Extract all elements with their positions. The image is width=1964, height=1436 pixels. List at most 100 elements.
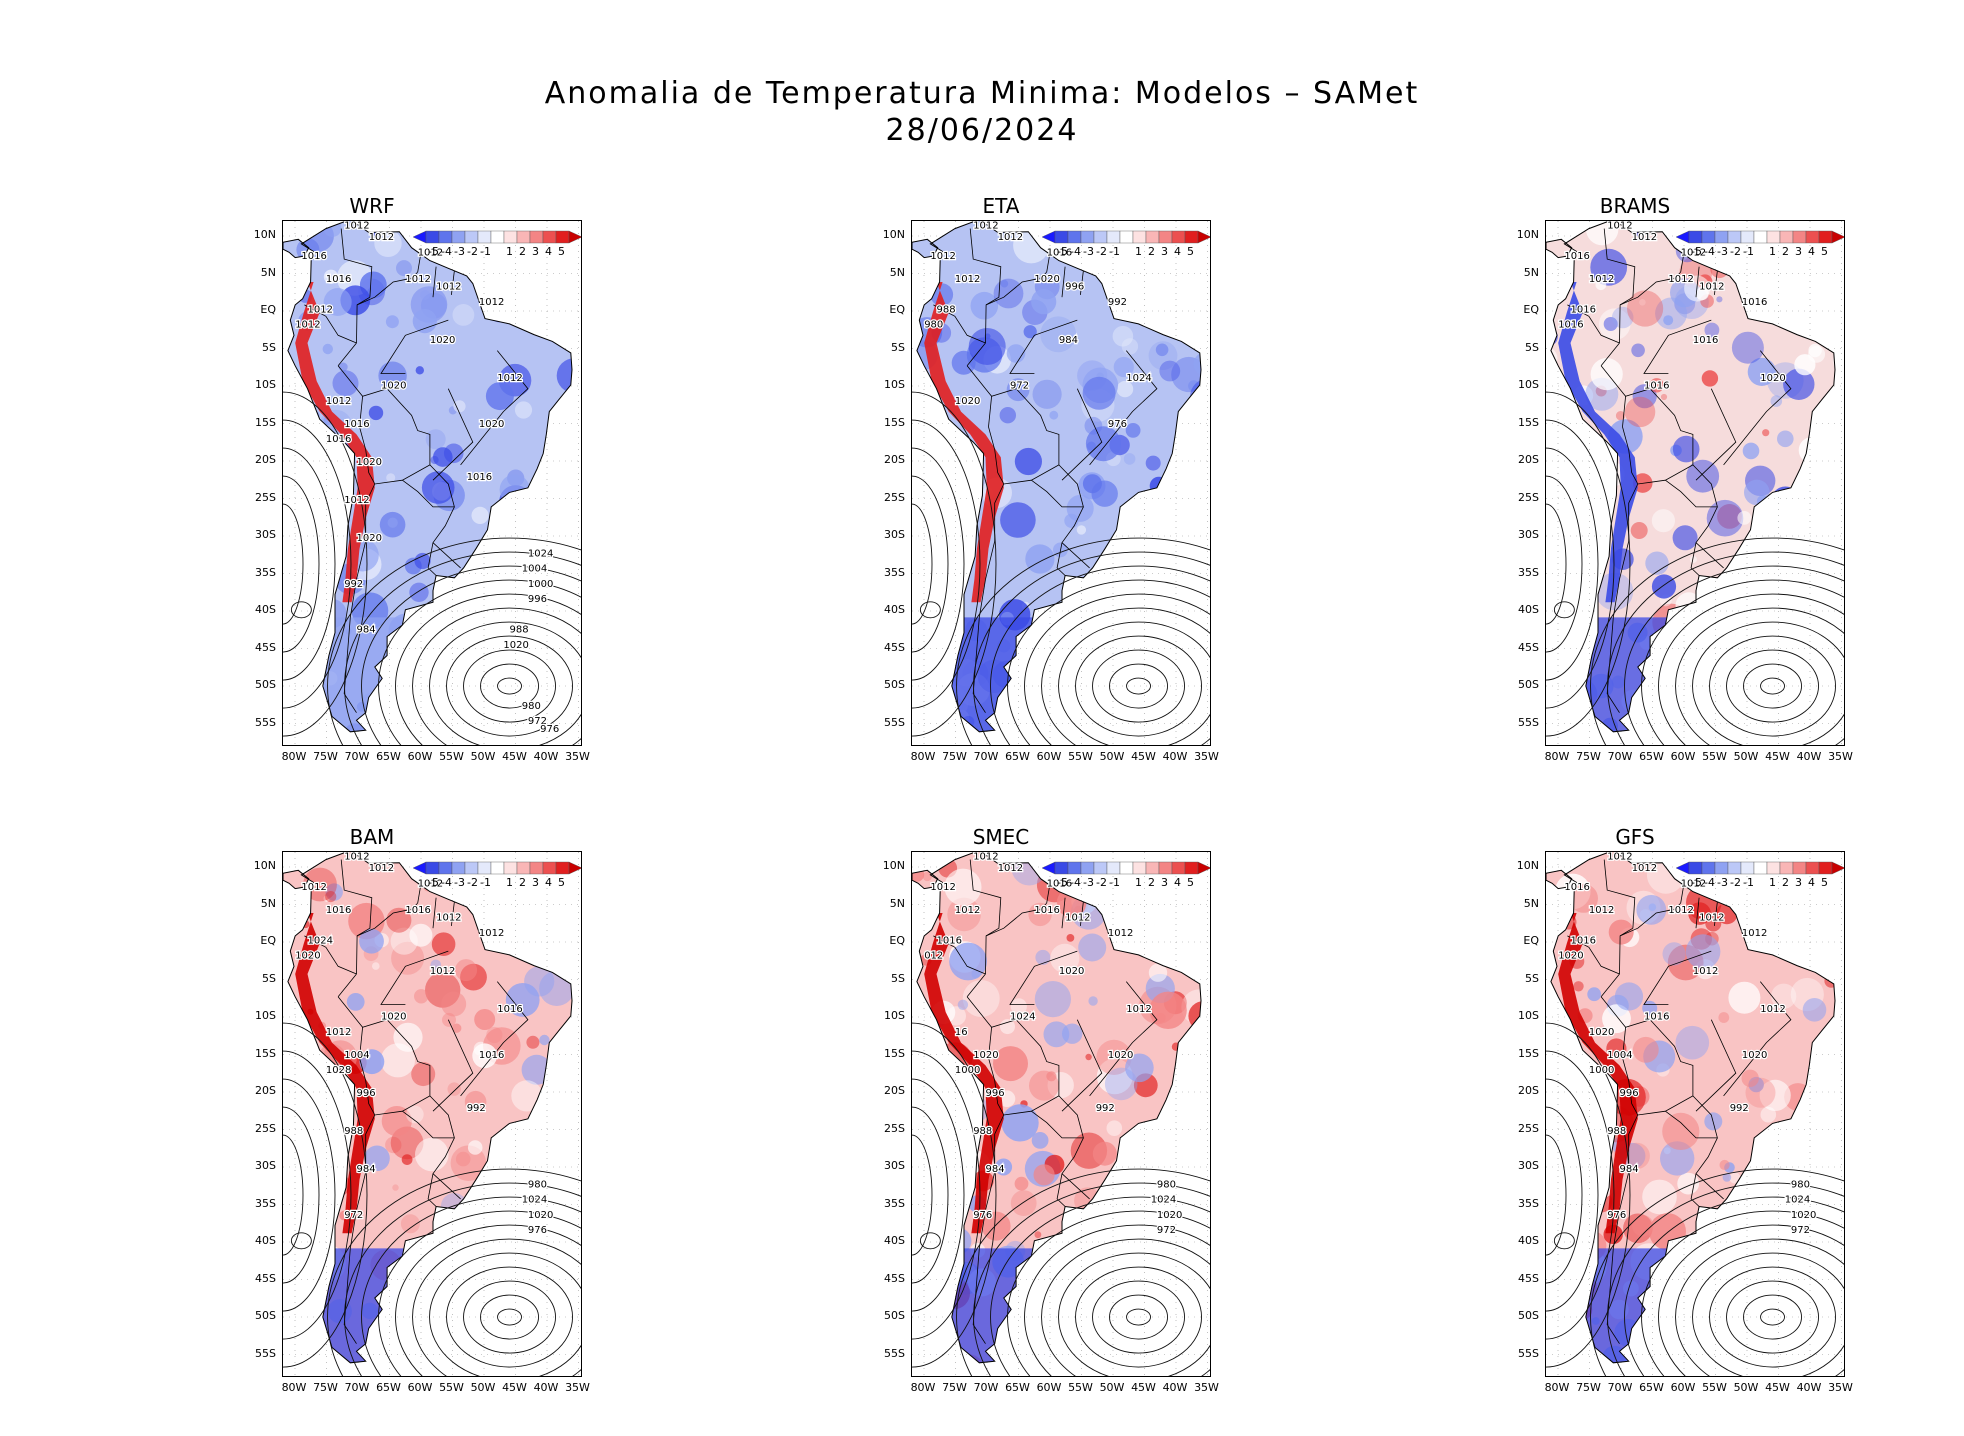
country-border (966, 365, 1090, 569)
latitude-tick-label: 5N (889, 265, 905, 279)
colorbar-swatch (1675, 861, 1690, 875)
colorbar-label: -3 (1083, 876, 1094, 889)
latitude-tick-label: 55S (255, 715, 276, 729)
isobar-contour (1743, 663, 1802, 709)
isobar-label: 1020 (357, 533, 382, 544)
colorbar-swatch (1145, 861, 1160, 875)
isobar-label: 992 (467, 1103, 486, 1114)
isobar-contour (361, 565, 581, 745)
colorbar-swatch (1779, 861, 1794, 875)
country-border (1643, 319, 1712, 374)
longitude-tick-label: 75W (313, 1381, 338, 1394)
colorbar-label: 2 (1782, 876, 1789, 889)
colorbar-label: -3 (1083, 245, 1094, 258)
isobar-contour (283, 1022, 368, 1368)
country-border (417, 884, 422, 904)
latitude-tick-label: 30S (1518, 528, 1539, 541)
latitude-tick-label: 10N (882, 859, 905, 872)
isobar-label: 976 (528, 1225, 547, 1236)
isobar-contour (378, 579, 581, 745)
latitude-tick-label: 15S (1518, 415, 1539, 429)
country-border (1061, 388, 1103, 481)
colorbar-swatch (1805, 230, 1820, 244)
isobar-contour (1641, 579, 1844, 745)
isobar-contour (1743, 1294, 1802, 1340)
colorbar-swatch (1132, 230, 1147, 244)
longitude-tick-label: 60W (1670, 750, 1696, 763)
latitude-tick-label: 25S (884, 490, 905, 504)
isobar-contour (1546, 475, 1583, 653)
colorbar-swatch (477, 861, 492, 875)
country-border (933, 304, 986, 344)
isobar-label: 1024 (1785, 1195, 1810, 1206)
longitude-tick-label: 80W (281, 1381, 307, 1394)
temperature-anomaly-field (1546, 852, 1836, 1363)
colorbar-swatch (1080, 230, 1095, 244)
colorbar-label: -5 (1057, 876, 1068, 889)
country-border (1714, 901, 1718, 926)
longitude-tick-label: 80W (1544, 750, 1570, 763)
isobar-label: 1012 (1632, 863, 1657, 874)
colorbar-label: -1 (1743, 245, 1754, 258)
isobar-contour (1726, 1280, 1819, 1354)
isobar-label: 988 (344, 1126, 363, 1137)
isobar-label: 988 (973, 1126, 992, 1137)
country-border (1690, 542, 1700, 576)
isobar-label: 1004 (522, 564, 547, 575)
country-border (1567, 935, 1620, 975)
colorbar-label: 1 (506, 876, 513, 889)
latitude-tick-label: EQ (260, 303, 276, 316)
latitude-tick-label: EQ (260, 934, 276, 947)
colorbar-swatch (438, 861, 453, 875)
longitude-tick-label: 75W (1576, 750, 1601, 763)
isobar-contour (1553, 1232, 1575, 1250)
isobar-label: 1012 (308, 305, 333, 316)
longitude-tick-label: 60W (407, 750, 433, 763)
colorbar-swatch (464, 861, 479, 875)
isobar-label: 1012 (1742, 928, 1767, 939)
longitude-tick-label: 70W (973, 750, 999, 763)
colorbar-label: 2 (519, 245, 526, 258)
isobar-label: 1016 (1693, 335, 1718, 346)
isobar-label: 1012 (479, 297, 504, 308)
isobar-contour (290, 601, 312, 619)
isobar-label: 1000 (1589, 1065, 1614, 1076)
isobar-label: 980 (1157, 1179, 1176, 1190)
isobar-contour (973, 1182, 1210, 1376)
colorbar-label: 3 (532, 245, 539, 258)
colorbar-swatch (1701, 861, 1716, 875)
isobar-label: 988 (937, 305, 956, 316)
colorbar-swatch (1106, 861, 1121, 875)
longitude-tick-label: 70W (344, 1381, 370, 1394)
panel-title: BAM (349, 825, 395, 849)
isobar-contour (497, 677, 522, 695)
isobar-label: 1012 (1126, 1004, 1151, 1015)
colorbar-swatch (1158, 230, 1173, 244)
map-area: 1012 1012 1016 1012 1012 1012 1012 1012 1016 1012… (1545, 851, 1845, 1377)
colorbar-swatch (503, 230, 518, 244)
colorbar-label: 1 (1135, 876, 1142, 889)
isobar-contour (1675, 607, 1844, 745)
temperature-anomaly-field (283, 852, 573, 1363)
isobar-contour (480, 663, 539, 709)
colorbar-swatch (1818, 230, 1833, 244)
isobar-contour (480, 1294, 539, 1340)
latitude-tick-label: 20S (1518, 453, 1539, 466)
longitude-tick-label: 60W (407, 1381, 433, 1394)
colorbar-label: -2 (467, 876, 478, 889)
isobar-label: 1016 (1047, 878, 1072, 889)
country-border (1695, 1019, 1737, 1112)
colorbar-swatch (516, 230, 531, 244)
longitude-tick-label: 40W (533, 750, 559, 763)
map-panel-bam: BAM 10N 5N EQ 5S 10S 15S 20S 25S 30S 35S 40S 45S 50S 5… (162, 825, 590, 1394)
latitude-tick-label: 5N (1523, 265, 1539, 279)
colorbar-label: 5 (1821, 876, 1828, 889)
latitude-tick-label: 5S (262, 971, 276, 985)
longitude-tick-label: 65W (1639, 750, 1664, 763)
isobar-label: 1016 (301, 251, 326, 262)
isobar-contour (463, 1280, 556, 1354)
isobar-contour (378, 1210, 581, 1376)
isobar-contour (1092, 1280, 1185, 1354)
